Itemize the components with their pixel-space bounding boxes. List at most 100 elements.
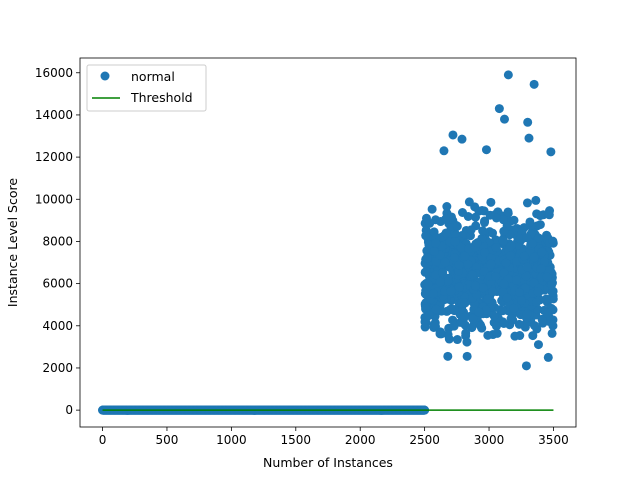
normal-point — [488, 228, 498, 238]
x-tick-label: 2500 — [409, 433, 440, 447]
normal-point — [474, 307, 484, 317]
legend-box — [86, 64, 207, 112]
x-axis-ticks: 0 500 1000 1500 2000 2500 3000 3500 — [99, 427, 569, 447]
normal-point — [521, 361, 531, 371]
normal-point — [422, 253, 432, 263]
x-tick-label: 3000 — [474, 433, 505, 447]
normal-point — [529, 252, 539, 262]
normal-point — [479, 218, 489, 228]
normal-point — [457, 208, 467, 217]
normal-point — [522, 233, 532, 243]
normal-point — [498, 236, 508, 246]
normal-point — [528, 331, 538, 341]
normal-point — [499, 268, 509, 278]
normal-point — [461, 328, 471, 338]
normal-point — [464, 197, 474, 207]
normal-point — [522, 198, 532, 208]
plot-frame — [79, 57, 577, 428]
normal-point — [517, 295, 527, 305]
normal-point — [467, 323, 477, 333]
normal-point — [525, 217, 535, 227]
normal-point — [448, 315, 458, 325]
normal-point — [429, 320, 439, 330]
legend: normal Threshold — [86, 64, 207, 112]
normal-point — [494, 104, 504, 114]
normal-point — [421, 267, 431, 277]
y-tick-label: 14000 — [35, 108, 73, 122]
y-tick-label: 16000 — [35, 66, 73, 80]
normal-point — [486, 197, 496, 207]
normal-point — [439, 146, 449, 156]
normal-point — [531, 298, 541, 308]
y-tick-label: 2000 — [42, 361, 73, 375]
y-axis-ticks: 0 2000 4000 6000 8000 10000 12000 14000 16000 — [35, 66, 80, 417]
normal-point — [472, 238, 482, 248]
normal-point — [531, 195, 541, 205]
normal-point — [421, 231, 431, 241]
normal-point — [450, 237, 460, 247]
normal-point — [425, 218, 435, 228]
normal-point — [462, 337, 472, 347]
normal-point — [441, 228, 451, 238]
normal-point — [454, 282, 464, 292]
normal-point — [486, 259, 496, 269]
normal-point — [483, 294, 493, 304]
normal-point — [429, 246, 439, 256]
normal-point — [534, 233, 544, 243]
normal-point — [459, 312, 469, 322]
normal-point — [499, 226, 509, 236]
normal-point — [506, 241, 516, 251]
normal-point — [510, 331, 520, 341]
normal-point — [542, 272, 552, 282]
normal-point — [547, 328, 557, 338]
normal-point — [471, 212, 481, 222]
normal-point — [448, 130, 458, 140]
normal-point — [499, 215, 509, 225]
normal-point — [431, 238, 441, 248]
normal-point — [478, 283, 488, 293]
normal-point — [503, 70, 513, 80]
normal-point — [548, 236, 558, 246]
normal-point — [441, 214, 451, 224]
normal-point — [431, 270, 441, 280]
normal-point — [533, 340, 543, 350]
normal-point — [529, 320, 539, 330]
normal-point — [529, 79, 539, 89]
normal-point — [440, 257, 450, 267]
normal-point — [456, 242, 466, 252]
normal-point — [462, 351, 472, 361]
normal-point — [491, 243, 501, 253]
normal-point — [481, 305, 491, 315]
normal-point — [489, 311, 499, 321]
x-tick-label: 1500 — [281, 433, 312, 447]
normal-point — [492, 328, 502, 338]
x-tick-label: 0 — [99, 433, 107, 447]
normal-point — [527, 238, 537, 248]
normal-point — [505, 251, 515, 261]
normal-point — [471, 281, 481, 291]
y-axis-label: Instance Level Score — [5, 178, 20, 307]
normal-point — [452, 221, 462, 231]
normal-point — [499, 319, 509, 328]
normal-point — [424, 310, 434, 320]
normal-point — [446, 286, 456, 296]
y-tick-label: 0 — [65, 403, 73, 417]
normal-point — [514, 287, 524, 297]
normal-point — [543, 352, 553, 362]
x-tick-label: 2000 — [345, 433, 376, 447]
normal-point — [546, 147, 556, 157]
normal-point — [533, 287, 543, 297]
normal-point — [536, 264, 546, 274]
normal-point — [535, 211, 545, 221]
normal-point — [515, 234, 525, 244]
normal-point — [503, 207, 513, 217]
normal-point — [438, 268, 448, 278]
normal-point — [486, 253, 496, 263]
normal-point — [485, 210, 495, 220]
normal-point — [501, 258, 511, 268]
normal-point — [466, 225, 476, 235]
x-tick-label: 1000 — [216, 433, 247, 447]
normal-point — [519, 251, 529, 261]
normal-point — [449, 252, 459, 262]
